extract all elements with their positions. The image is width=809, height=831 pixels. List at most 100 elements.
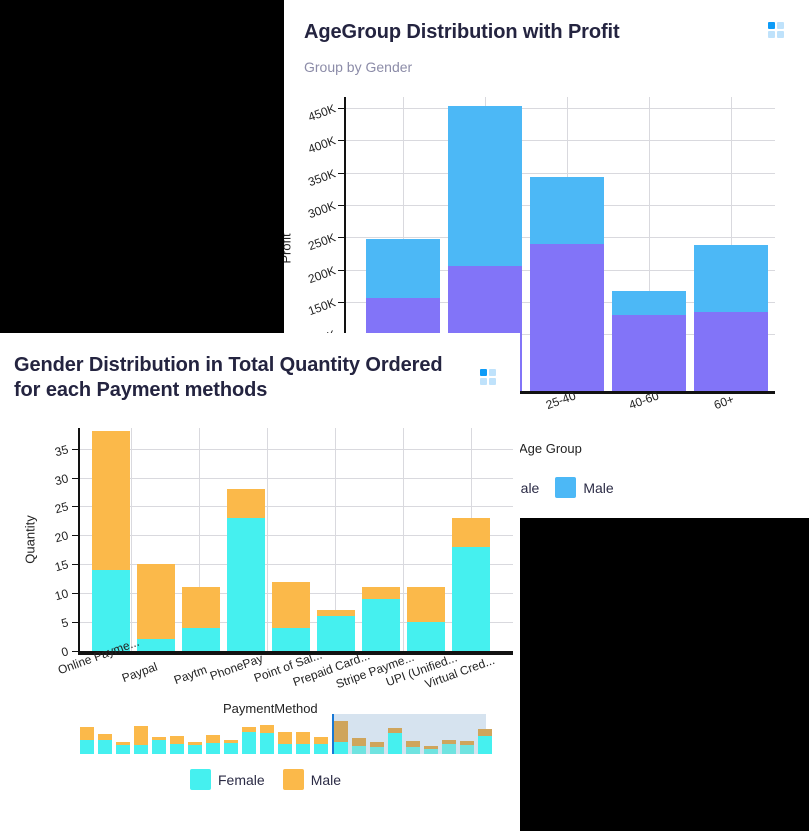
y-tick-label: 10 <box>53 586 70 604</box>
range-bar-male <box>314 737 328 744</box>
range-bar <box>314 737 328 754</box>
bar-segment-male <box>272 582 310 628</box>
range-bar-male <box>278 732 292 744</box>
range-bar-female <box>170 744 184 754</box>
bar-segment-female <box>612 315 686 391</box>
bar-segment-female <box>92 570 130 651</box>
bar-segment-male <box>612 291 686 315</box>
range-bar-male <box>242 727 256 732</box>
grid-menu-icon[interactable] <box>768 22 784 38</box>
bar-segment-female <box>452 547 490 651</box>
range-bar-female <box>224 743 238 754</box>
x-tick-label: Paypal <box>120 659 160 686</box>
range-bar-male <box>116 742 130 745</box>
range-bar-female <box>260 733 274 754</box>
bar-payment-0[interactable] <box>92 431 130 651</box>
payment-panel: Gender Distribution in Total Quantity Or… <box>0 333 520 831</box>
bar-payment-4[interactable] <box>272 582 310 651</box>
bar-segment-female <box>317 616 355 651</box>
y-tick-label: 20 <box>53 528 70 546</box>
range-bar-female <box>460 745 474 754</box>
range-bar-male <box>388 728 402 733</box>
range-bar <box>152 737 166 754</box>
bar-payment-6[interactable] <box>362 587 400 651</box>
y-tick-label: 250K <box>306 230 338 254</box>
y-tick-mark <box>338 237 344 238</box>
grid-icon-cell-1 <box>768 22 775 29</box>
range-bar-female <box>442 744 456 754</box>
y-tick-mark <box>72 506 78 507</box>
bar-segment-female <box>272 628 310 651</box>
range-bar <box>242 727 256 754</box>
gridline-35 <box>78 449 513 450</box>
y-axis-title: Quantity <box>22 515 38 564</box>
range-bar-female <box>116 745 130 754</box>
legend-item-male[interactable]: Male <box>282 769 342 790</box>
bar-segment-male <box>362 587 400 599</box>
range-bar-female <box>334 742 348 754</box>
agegroup-panel-subtitle: Group by Gender <box>304 59 413 75</box>
y-tick-label: 150K <box>306 295 338 319</box>
range-bar-male <box>296 732 310 744</box>
y-tick-mark <box>338 205 344 206</box>
range-bar-male <box>406 741 420 747</box>
y-tick-mark <box>338 108 344 109</box>
range-bar <box>278 732 292 754</box>
legend-label-male: Male <box>310 771 342 788</box>
range-selector[interactable] <box>78 714 492 754</box>
range-bar-female <box>278 744 292 754</box>
x-tick-label: 60+ <box>712 392 736 413</box>
grid-icon-cell-2 <box>489 369 496 376</box>
range-bar <box>98 734 112 754</box>
range-bar-male <box>80 727 94 740</box>
bar-payment-2[interactable] <box>182 587 220 651</box>
bar-segment-male <box>448 106 522 266</box>
range-bar <box>388 728 402 754</box>
range-bar-female <box>188 745 202 754</box>
range-bar-male <box>478 729 492 736</box>
legend-item-female[interactable]: Female <box>190 769 265 790</box>
bar-payment-3[interactable] <box>227 489 265 651</box>
range-bar-male <box>224 740 238 743</box>
bar-segment-female <box>694 312 768 391</box>
range-bar <box>188 742 202 754</box>
grid-icon-cell-2 <box>777 22 784 29</box>
bar-group-3[interactable] <box>612 291 686 391</box>
legend-item-male[interactable]: Male <box>555 477 614 498</box>
bar-payment-7[interactable] <box>407 587 445 651</box>
y-tick-mark <box>72 478 78 479</box>
bar-segment-male <box>452 518 490 547</box>
range-bar-female <box>370 747 384 754</box>
bar-group-4[interactable] <box>694 245 768 391</box>
bar-payment-5[interactable] <box>317 610 355 651</box>
gridline-v-1 <box>131 428 132 651</box>
bar-group-2[interactable] <box>530 177 604 391</box>
range-bar-male <box>442 740 456 744</box>
bar-payment-8[interactable] <box>452 518 490 651</box>
bar-segment-male <box>227 489 265 518</box>
bar-segment-female <box>182 628 220 651</box>
bar-segment-male <box>530 177 604 244</box>
range-bar <box>80 727 94 754</box>
gridline-30 <box>78 478 513 479</box>
bar-segment-female <box>407 622 445 651</box>
range-bar <box>296 732 310 754</box>
bar-segment-male <box>317 610 355 616</box>
range-bar <box>116 742 130 754</box>
grid-menu-icon[interactable] <box>480 369 496 385</box>
y-tick-mark <box>72 564 78 565</box>
y-tick-label: 350K <box>306 166 338 190</box>
bar-payment-1[interactable] <box>137 564 175 651</box>
y-tick-mark <box>338 140 344 141</box>
y-tick-label: 200K <box>306 263 338 287</box>
bar-group-1[interactable] <box>448 106 522 391</box>
gridline-15 <box>78 564 513 565</box>
y-tick-mark <box>72 593 78 594</box>
range-bar-male <box>152 737 166 740</box>
range-selector-handle-left[interactable] <box>332 714 334 754</box>
range-bar <box>460 741 474 754</box>
range-bar <box>224 740 238 754</box>
range-bar-male <box>334 721 348 742</box>
range-bar-male <box>352 738 366 746</box>
gridline-v-4 <box>649 97 650 391</box>
